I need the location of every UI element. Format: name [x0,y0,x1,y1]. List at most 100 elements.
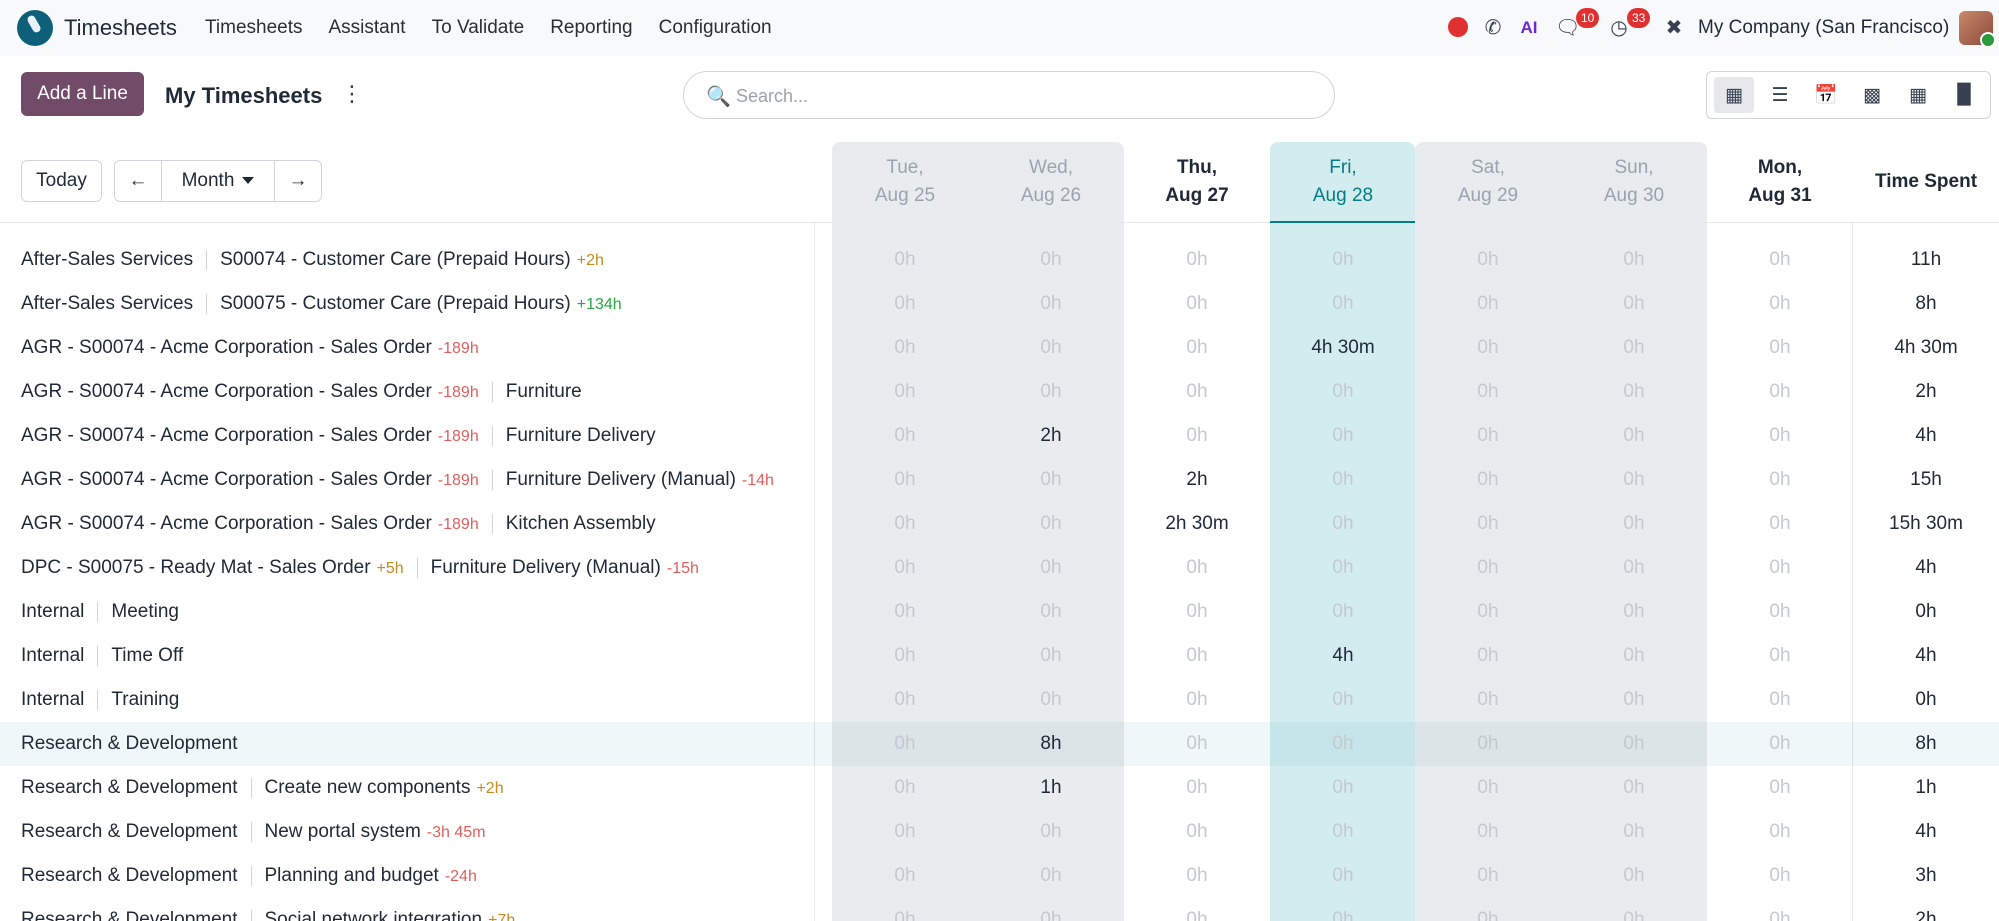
hours-cell[interactable]: 0h [894,249,916,270]
hours-cell[interactable]: 0h [1477,249,1499,270]
hours-cell[interactable]: 0h [894,733,916,754]
hours-cell[interactable]: 0h [894,513,916,534]
hours-cell[interactable]: 0h [1332,909,1354,921]
table-row[interactable]: DPC - S00075 - Ready Mat - Sales Order +5… [0,546,1999,590]
hours-cell[interactable]: 8h [1040,733,1062,754]
hours-cell[interactable]: 0h [1040,689,1062,710]
task-name[interactable]: Meeting [111,601,179,622]
hours-cell[interactable]: 0h [894,689,916,710]
hours-cell[interactable]: 0h [1332,293,1354,314]
hours-cell[interactable]: 0h [1769,689,1791,710]
hours-cell[interactable]: 0h [1477,469,1499,490]
menu-item-reporting[interactable]: Reporting [550,17,633,38]
hours-cell[interactable]: 0h [1040,821,1062,842]
more-actions-icon[interactable]: ⋮ [341,81,363,106]
hours-cell[interactable]: 0h [1769,469,1791,490]
user-avatar[interactable] [1959,11,1996,48]
task-name[interactable]: Planning and budget [264,865,439,886]
hours-cell[interactable]: 0h [1623,425,1645,446]
hours-cell[interactable]: 0h [1769,865,1791,886]
hours-cell[interactable]: 0h [1040,865,1062,886]
hours-cell[interactable]: 0h [1040,557,1062,578]
hours-cell[interactable]: 4h [1332,645,1354,666]
hours-cell[interactable]: 0h [1477,645,1499,666]
hours-cell[interactable]: 0h [1769,733,1791,754]
hours-cell[interactable]: 0h [894,557,916,578]
project-name[interactable]: DPC - S00075 - Ready Mat - Sales Order [21,557,371,578]
calendar-view-icon[interactable]: 📅 [1814,85,1838,106]
hours-cell[interactable]: 0h [1623,601,1645,622]
hours-cell[interactable]: 0h [1769,557,1791,578]
graph-view-icon[interactable]: █ [1957,84,1971,105]
hours-cell[interactable]: 0h [894,777,916,798]
hours-cell[interactable]: 0h [1477,601,1499,622]
menu-item-to-validate[interactable]: To Validate [431,17,525,38]
hours-cell[interactable]: 0h [894,645,916,666]
task-name[interactable]: S00075 - Customer Care (Prepaid Hours) [220,293,571,314]
grid-view-icon[interactable]: ▦ [1714,77,1754,113]
hours-cell[interactable]: 0h [1623,249,1645,270]
hours-cell[interactable]: 0h [1477,513,1499,534]
hours-cell[interactable]: 0h [1477,777,1499,798]
hours-cell[interactable]: 0h [1477,293,1499,314]
hours-cell[interactable]: 0h [1332,821,1354,842]
hours-cell[interactable]: 0h [894,909,916,921]
table-row[interactable]: Research & Development Social network int… [0,898,1999,921]
hours-cell[interactable]: 0h [1769,601,1791,622]
messages-icon[interactable]: 🗨 [1555,17,1581,39]
project-name[interactable]: AGR - S00074 - Acme Corporation - Sales … [21,337,432,358]
project-name[interactable]: Research & Development [21,865,238,886]
hours-cell[interactable]: 0h [1040,513,1062,534]
task-name[interactable]: S00074 - Customer Care (Prepaid Hours) [220,249,571,270]
hours-cell[interactable]: 0h [1186,601,1208,622]
task-name[interactable]: Kitchen Assembly [505,513,656,534]
ai-icon[interactable]: AI [1520,18,1538,37]
hours-cell[interactable]: 0h [1623,337,1645,358]
menu-item-timesheets[interactable]: Timesheets [205,17,303,38]
next-arrow-icon[interactable]: → [288,170,308,191]
hours-cell[interactable]: 0h [1477,557,1499,578]
task-name[interactable]: Furniture [505,381,582,402]
project-name[interactable]: AGR - S00074 - Acme Corporation - Sales … [21,381,432,402]
hours-cell[interactable]: 0h [1769,425,1791,446]
list-view-icon[interactable]: ☰ [1771,84,1789,106]
project-name[interactable]: AGR - S00074 - Acme Corporation - Sales … [21,425,432,446]
project-name[interactable]: After-Sales Services [21,293,194,314]
hours-cell[interactable]: 0h [1040,601,1062,622]
table-row[interactable]: Internal Meeting 0h 0h 0h 0h 0h 0h 0h 0h [0,590,1999,634]
hours-cell[interactable]: 0h [1186,777,1208,798]
previous-arrow-icon[interactable]: ← [115,161,162,201]
app-logo-icon[interactable] [17,10,53,46]
menu-item-configuration[interactable]: Configuration [658,17,772,38]
hours-cell[interactable]: 0h [894,425,916,446]
tools-icon[interactable]: ✖ [1665,17,1683,39]
task-name[interactable]: Social network integration [264,909,483,921]
project-name[interactable]: AGR - S00074 - Acme Corporation - Sales … [21,513,432,534]
hours-cell[interactable]: 0h [1186,337,1208,358]
hours-cell[interactable]: 0h [1769,821,1791,842]
hours-cell[interactable]: 0h [1332,689,1354,710]
hours-cell[interactable]: 0h [1477,337,1499,358]
table-row[interactable]: After-Sales Services S00075 - Customer Ca… [0,282,1999,326]
hours-cell[interactable]: 0h [1040,645,1062,666]
hours-cell[interactable]: 0h [1623,513,1645,534]
hours-cell[interactable]: 0h [1623,293,1645,314]
hours-cell[interactable]: 0h [1769,513,1791,534]
table-row[interactable]: Research & Development New portal system -… [0,810,1999,854]
project-name[interactable]: Research & Development [21,909,238,921]
hours-cell[interactable]: 2h 30m [1165,513,1229,534]
task-name[interactable]: Time Off [111,645,184,666]
hours-cell[interactable]: 4h 30m [1311,337,1375,358]
hours-cell[interactable]: 0h [1769,293,1791,314]
task-name[interactable]: Furniture Delivery (Manual) [505,469,736,490]
range-dropdown[interactable]: Month [162,161,275,201]
activities-clock-icon[interactable]: ◷ [1610,17,1628,39]
hours-cell[interactable]: 0h [1769,777,1791,798]
company-switcher[interactable]: My Company (San Francisco) [1698,17,1950,38]
task-name[interactable]: Training [111,689,180,710]
project-name[interactable]: Internal [21,601,85,622]
hours-cell[interactable]: 1h [1040,777,1062,798]
project-name[interactable]: Internal [21,645,85,666]
table-row[interactable]: Research & Development Planning and budge… [0,854,1999,898]
menu-item-assistant[interactable]: Assistant [328,17,406,38]
